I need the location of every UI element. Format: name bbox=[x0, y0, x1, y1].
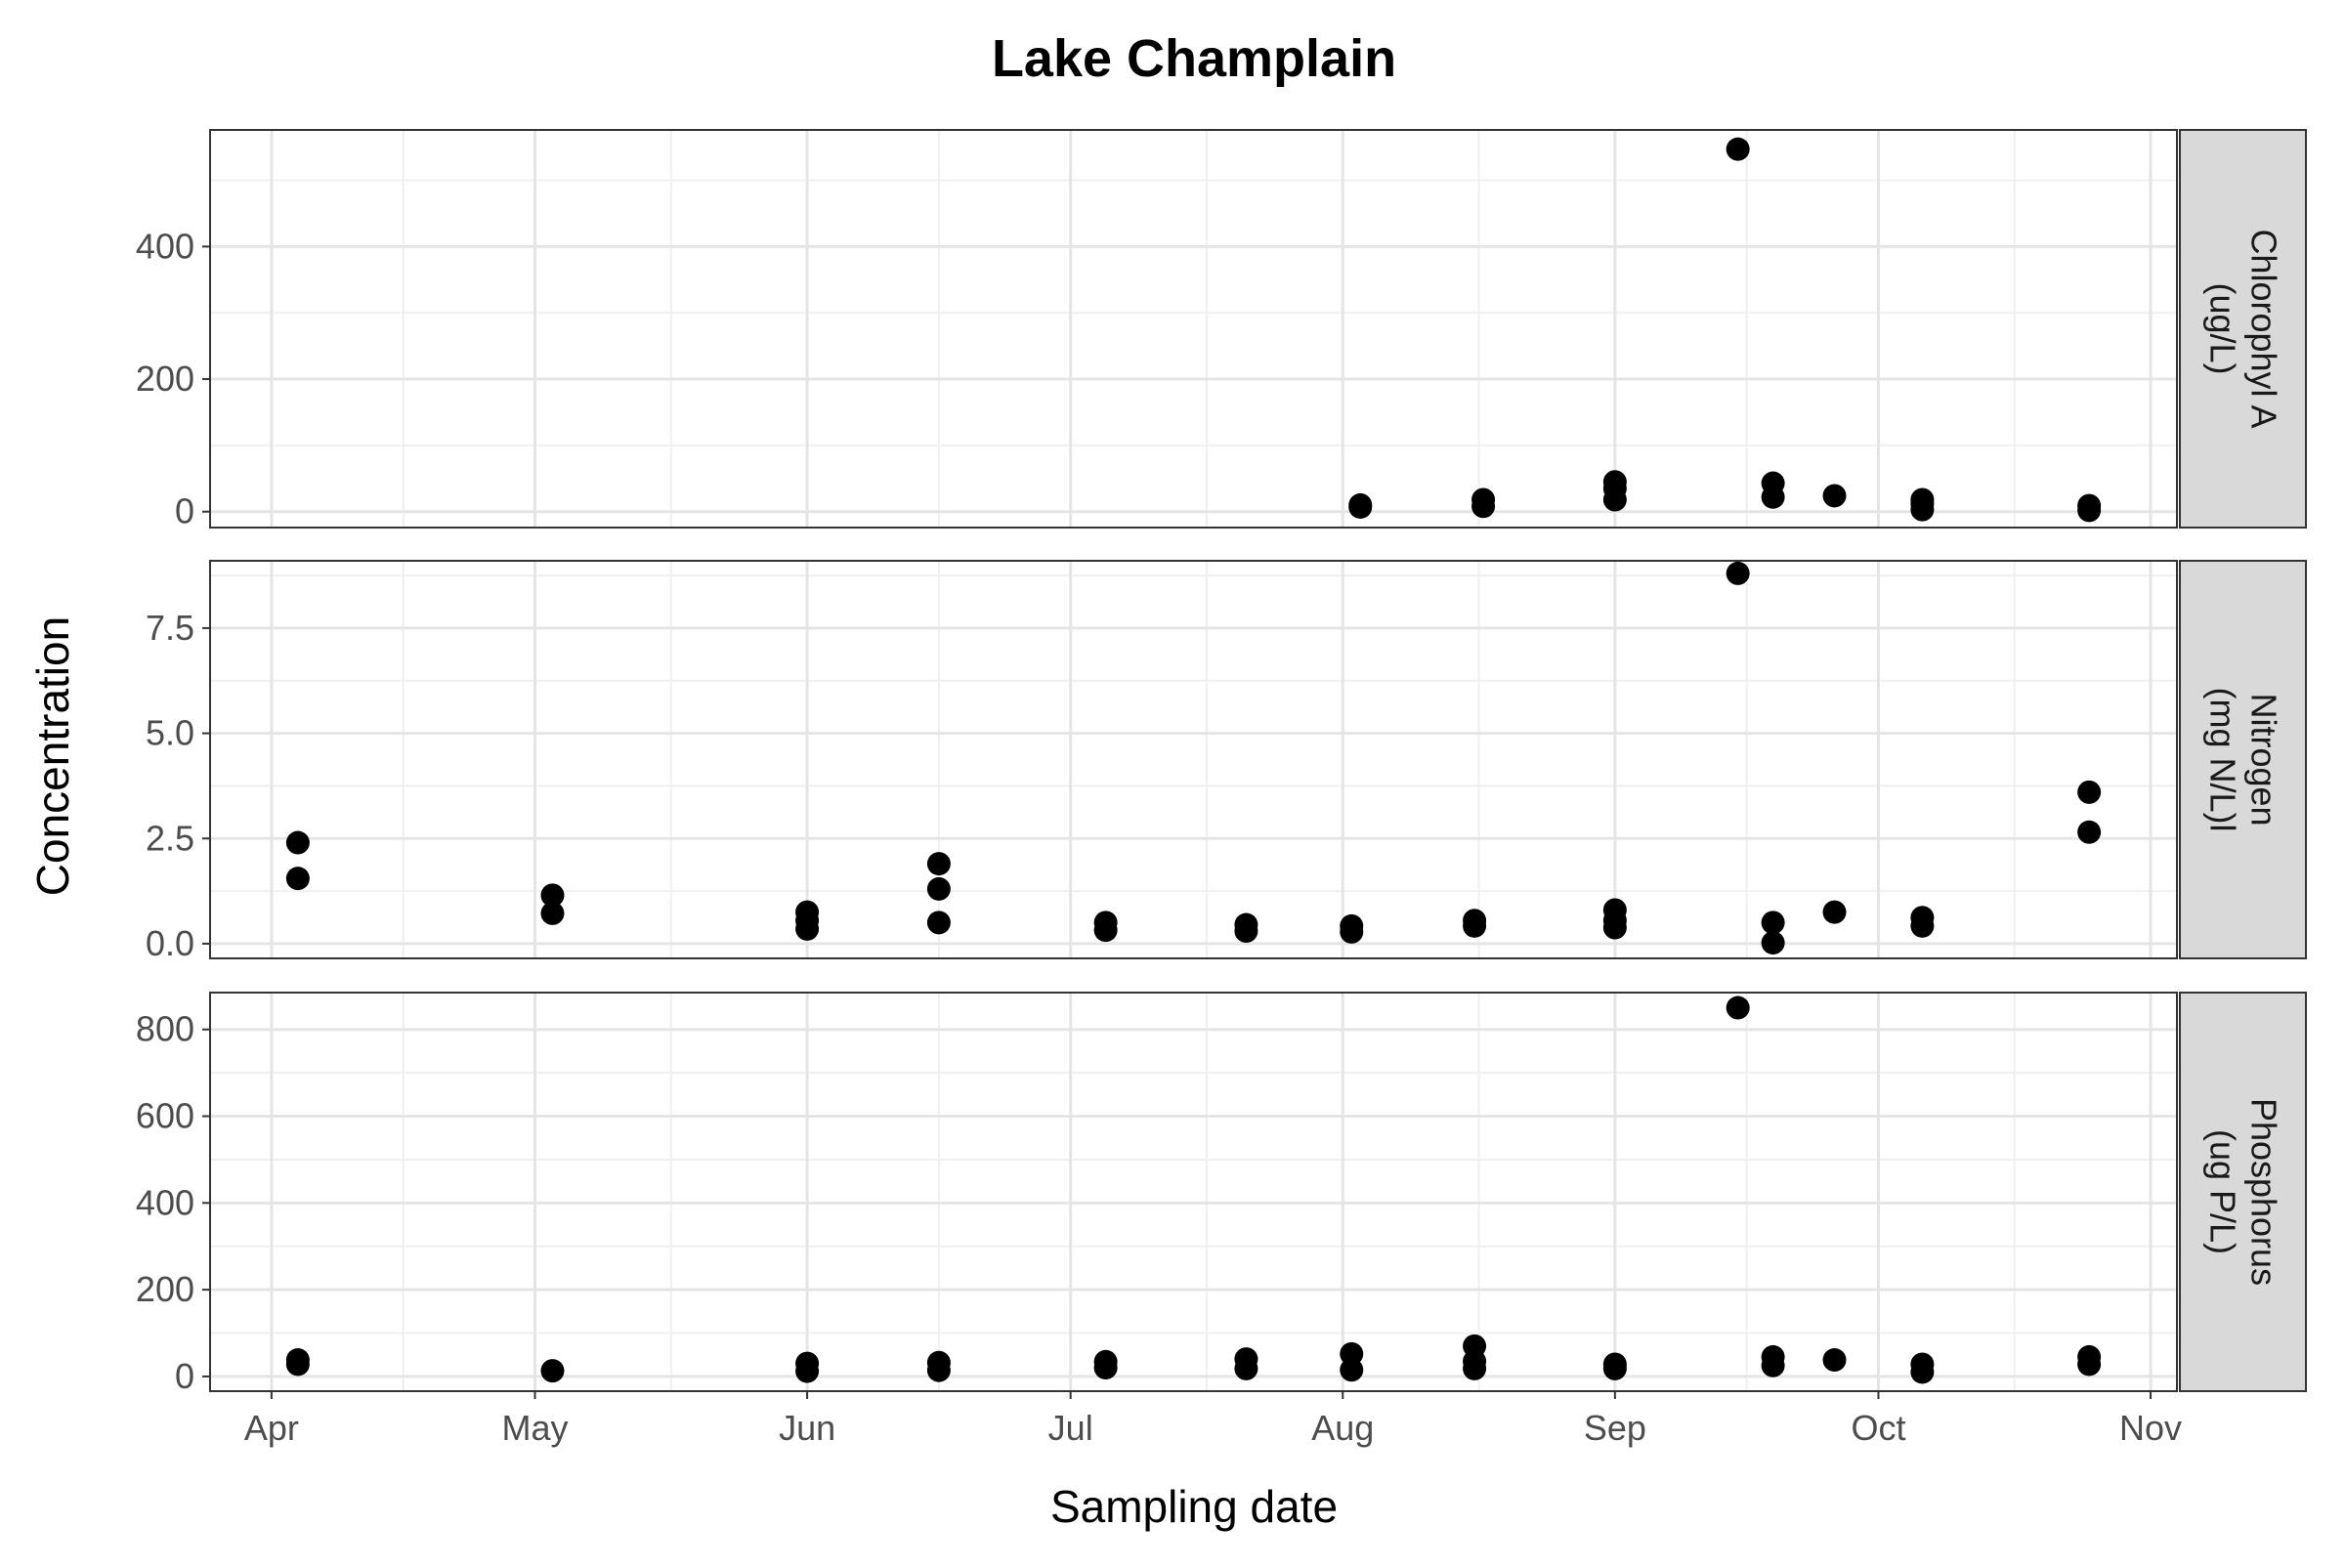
data-point bbox=[1471, 487, 1496, 512]
x-tick-label: May bbox=[501, 1408, 568, 1448]
x-tick-label: Nov bbox=[2119, 1408, 2182, 1448]
facet-strip-label-line: Chlorophyl A bbox=[2244, 229, 2284, 428]
data-point bbox=[1761, 931, 1785, 955]
data-point bbox=[285, 830, 310, 855]
x-tick-label: Sep bbox=[1584, 1408, 1646, 1448]
x-axis-title: Sampling date bbox=[1050, 1481, 1338, 1532]
chart-title: Lake Champlain bbox=[992, 29, 1396, 88]
data-point bbox=[1463, 1356, 1487, 1380]
data-point bbox=[1348, 492, 1373, 517]
data-point bbox=[795, 916, 820, 941]
panel-background bbox=[210, 993, 2177, 1391]
data-point bbox=[285, 867, 310, 891]
data-point bbox=[1340, 919, 1364, 944]
facet-strip bbox=[2179, 560, 2307, 959]
facet-strip-label: Nitrogen(mg N/L)l bbox=[2203, 687, 2284, 831]
y-tick-label: 800 bbox=[136, 1009, 194, 1049]
data-point bbox=[1234, 919, 1258, 944]
data-point bbox=[1340, 1358, 1364, 1382]
panel-3: 0 200 400 600 800 Phosphorus(ug P/L) bbox=[136, 992, 2307, 1396]
data-point bbox=[540, 1359, 565, 1383]
data-point bbox=[1234, 1356, 1258, 1380]
data-point bbox=[1726, 996, 1750, 1020]
data-point bbox=[795, 1359, 820, 1383]
y-tick-label: 0 bbox=[175, 1356, 194, 1396]
y-tick-label: 7.5 bbox=[146, 608, 194, 648]
panels-layer: 0 200 400 Chlorophyl A(ug/L) 0.0 2.5 5.0 7.5 Nit… bbox=[136, 129, 2307, 1396]
data-point bbox=[926, 876, 951, 901]
panel-border bbox=[209, 129, 2178, 529]
facet-strip-label-line: Phosphorus bbox=[2244, 1098, 2284, 1286]
data-point bbox=[1910, 1360, 1935, 1384]
x-axis: Apr May Jun Jul Aug Sep Oct Nov bbox=[244, 1391, 2182, 1448]
y-tick-label: 0 bbox=[175, 491, 194, 531]
data-point bbox=[1463, 913, 1487, 938]
y-tick-label: 2.5 bbox=[146, 818, 194, 858]
data-point bbox=[1602, 470, 1627, 494]
facet-strip bbox=[2179, 992, 2307, 1392]
facet-strip bbox=[2179, 129, 2307, 529]
panel-1: 0 200 400 Chlorophyl A(ug/L) bbox=[136, 129, 2307, 531]
data-point bbox=[2077, 780, 2102, 804]
data-point bbox=[1761, 911, 1785, 935]
y-tick-label: 5.0 bbox=[146, 713, 194, 753]
data-point bbox=[285, 1352, 310, 1377]
y-tick-label: 400 bbox=[136, 1182, 194, 1222]
data-point bbox=[1761, 471, 1785, 495]
data-point bbox=[2077, 820, 2102, 844]
data-point bbox=[1910, 913, 1935, 938]
panel-border bbox=[209, 560, 2178, 959]
data-point bbox=[1602, 1356, 1627, 1380]
data-point bbox=[926, 1358, 951, 1382]
facet-strip-label-line: Nitrogen bbox=[2244, 693, 2284, 826]
facet-strip-label: Chlorophyl A(ug/L) bbox=[2203, 229, 2284, 428]
facet-strip-label: Phosphorus(ug P/L) bbox=[2203, 1098, 2284, 1286]
x-tick-label: Jul bbox=[1048, 1408, 1093, 1448]
panel-border bbox=[209, 992, 2178, 1392]
data-point bbox=[2077, 493, 2102, 518]
y-tick-label: 200 bbox=[136, 359, 194, 399]
data-point bbox=[1093, 918, 1118, 943]
x-tick-label: Apr bbox=[244, 1408, 299, 1448]
data-point bbox=[540, 883, 565, 908]
data-point bbox=[1602, 915, 1627, 940]
facet-strip-label-line: (ug P/L) bbox=[2203, 1129, 2243, 1254]
panel-2: 0.0 2.5 5.0 7.5 Nitrogen(mg N/L)l bbox=[146, 560, 2307, 963]
data-point bbox=[926, 852, 951, 876]
y-axis-title: Concentration bbox=[27, 616, 78, 896]
facet-strip-label-line: (mg N/L)l bbox=[2203, 687, 2243, 831]
data-point bbox=[1726, 137, 1750, 161]
data-point bbox=[926, 911, 951, 935]
x-tick-label: Aug bbox=[1311, 1408, 1374, 1448]
data-point bbox=[1822, 1348, 1847, 1373]
data-point bbox=[1340, 1341, 1364, 1366]
data-point bbox=[1761, 1353, 1785, 1377]
y-tick-label: 400 bbox=[136, 226, 194, 266]
x-tick-label: Jun bbox=[779, 1408, 835, 1448]
data-point bbox=[1726, 561, 1750, 585]
data-point bbox=[1822, 900, 1847, 924]
data-point bbox=[1822, 484, 1847, 508]
data-point bbox=[540, 901, 565, 925]
panel-background bbox=[210, 130, 2177, 528]
panel-background bbox=[210, 561, 2177, 958]
y-tick-label: 0.0 bbox=[146, 923, 194, 963]
y-tick-label: 600 bbox=[136, 1096, 194, 1136]
x-tick-label: Oct bbox=[1851, 1408, 1905, 1448]
y-tick-label: 200 bbox=[136, 1269, 194, 1309]
data-point bbox=[2077, 1352, 2102, 1377]
facet-strip-label-line: (ug/L) bbox=[2203, 282, 2243, 374]
data-point bbox=[1910, 487, 1935, 512]
data-point bbox=[1093, 1356, 1118, 1380]
